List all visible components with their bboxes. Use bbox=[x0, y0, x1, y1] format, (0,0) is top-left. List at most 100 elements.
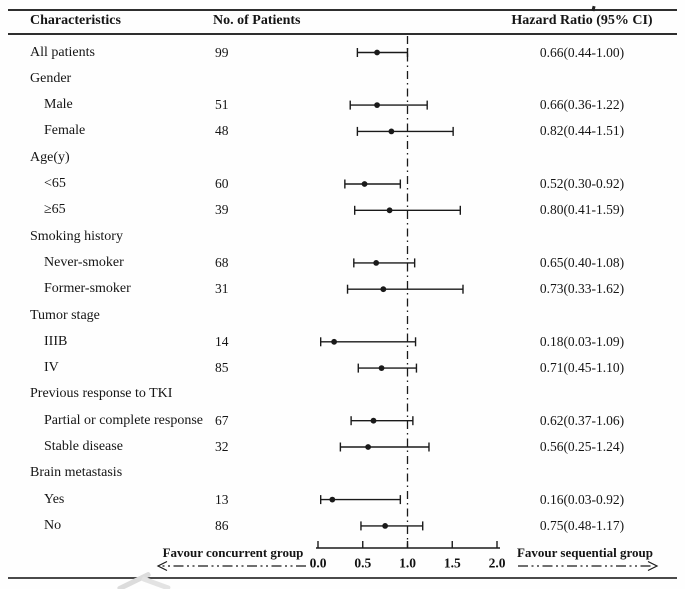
row-label: Previous response to TKI bbox=[30, 386, 173, 402]
table-row: IV 85 0.71(0.45-1.10) bbox=[0, 355, 685, 381]
row-patient-count: 14 bbox=[215, 333, 229, 349]
table-row: Female 48 0.82(0.44-1.51) bbox=[0, 118, 685, 144]
errorbar bbox=[319, 495, 402, 505]
errorbar bbox=[353, 258, 416, 268]
column-header-patients: No. of Patients bbox=[213, 13, 301, 28]
table-row: <65 60 0.52(0.30-0.92) bbox=[0, 171, 685, 197]
row-label: All patients bbox=[30, 44, 95, 60]
group-header-row: Smoking history bbox=[0, 224, 685, 250]
group-header-row: Brain metastasis bbox=[0, 460, 685, 486]
row-patient-count: 60 bbox=[215, 176, 229, 191]
row-label: ≥65 bbox=[44, 202, 66, 218]
point-estimate-marker bbox=[370, 417, 377, 424]
errorbar bbox=[319, 337, 417, 347]
errorbar bbox=[349, 100, 428, 110]
errorbar bbox=[356, 126, 454, 136]
group-header-row: Previous response to TKI bbox=[0, 381, 685, 407]
bottom-rule bbox=[8, 577, 677, 579]
row-patient-count: 31 bbox=[215, 281, 229, 297]
point-estimate-marker bbox=[331, 338, 338, 345]
column-header-hazard-ratio: Hazard Ratio (95% CI) bbox=[511, 13, 653, 28]
table-row: Yes 13 0.16(0.03-0.92) bbox=[0, 487, 685, 513]
group-header-row: Gender bbox=[0, 66, 685, 92]
favour-left-label: Favour concurrent group bbox=[162, 545, 304, 560]
errorbar bbox=[357, 363, 418, 373]
row-label: Former-smoker bbox=[44, 281, 131, 297]
table-row: Male 51 0.66(0.36-1.22) bbox=[0, 92, 685, 118]
row-label: Partial or complete response bbox=[44, 412, 204, 428]
point-estimate-marker bbox=[329, 496, 336, 503]
row-label: No bbox=[44, 517, 62, 533]
row-hazard-ratio-text: 0.73(0.33-1.62) bbox=[539, 281, 625, 297]
x-axis-tick-label: 1.0 bbox=[399, 556, 416, 571]
errorbar bbox=[360, 521, 424, 531]
x-axis-tick-label: 0.5 bbox=[354, 556, 371, 571]
group-header-row: Tumor stage bbox=[0, 303, 685, 329]
point-estimate-marker bbox=[382, 523, 389, 529]
row-patient-count: 48 bbox=[215, 123, 229, 139]
row-patient-count: 13 bbox=[215, 491, 229, 507]
row-hazard-ratio-text: 0.52(0.30-0.92) bbox=[539, 176, 625, 191]
group-header-row: Age(y) bbox=[0, 145, 685, 171]
errorbar bbox=[356, 48, 409, 57]
row-label: Tumor stage bbox=[30, 307, 100, 323]
point-estimate-marker bbox=[380, 286, 387, 293]
point-estimate-marker bbox=[378, 365, 385, 371]
row-patient-count: 67 bbox=[215, 412, 229, 428]
row-label: IIIB bbox=[44, 333, 68, 349]
row-patient-count: 39 bbox=[215, 202, 229, 218]
table-row: IIIB 14 0.18(0.03-1.09) bbox=[0, 329, 685, 355]
row-hazard-ratio-text: 0.66(0.44-1.00) bbox=[539, 44, 625, 60]
x-axis-tick-label: 0.0 bbox=[310, 556, 327, 571]
point-estimate-marker bbox=[373, 260, 380, 266]
point-estimate-marker bbox=[361, 181, 368, 187]
row-label: Gender bbox=[30, 70, 72, 86]
row-hazard-ratio-text: 0.16(0.03-0.92) bbox=[539, 491, 625, 507]
row-hazard-ratio-text: 0.56(0.25-1.24) bbox=[539, 439, 625, 454]
row-hazard-ratio-text: 0.62(0.37-1.06) bbox=[539, 412, 625, 428]
x-axis-tick-label: 2.0 bbox=[489, 556, 506, 571]
point-estimate-marker bbox=[374, 49, 380, 56]
top-rule bbox=[8, 9, 677, 11]
row-patient-count: 86 bbox=[215, 517, 229, 533]
favour-left-arrowhead bbox=[156, 560, 168, 572]
row-patient-count: 68 bbox=[215, 254, 229, 270]
row-hazard-ratio-text: 0.82(0.44-1.51) bbox=[539, 123, 625, 139]
row-label: Age(y) bbox=[30, 149, 70, 165]
x-axis-tick-label: 1.5 bbox=[444, 556, 461, 571]
table-row: Stable disease 32 0.56(0.25-1.24) bbox=[0, 434, 685, 460]
errorbar bbox=[346, 284, 464, 294]
point-estimate-marker bbox=[365, 444, 372, 450]
point-estimate-marker bbox=[388, 128, 395, 135]
table-row: Partial or complete response 67 0.62(0.37-… bbox=[0, 408, 685, 434]
point-estimate-marker bbox=[374, 102, 380, 108]
row-label: IV bbox=[44, 360, 59, 376]
row-hazard-ratio-text: 0.80(0.41-1.59) bbox=[539, 202, 625, 218]
row-label: Smoking history bbox=[30, 228, 123, 244]
row-label: Brain metastasis bbox=[30, 465, 123, 481]
row-patient-count: 51 bbox=[215, 97, 229, 113]
errorbar bbox=[339, 442, 430, 452]
errorbar bbox=[350, 416, 414, 426]
table-row: ≥65 39 0.80(0.41-1.59) bbox=[0, 197, 685, 223]
favour-right-arrowhead bbox=[647, 560, 659, 572]
header-rule bbox=[8, 33, 677, 35]
row-label: Male bbox=[44, 97, 73, 113]
table-row: No 86 0.75(0.48-1.17) bbox=[0, 513, 685, 539]
row-label: Female bbox=[44, 123, 86, 139]
favour-right-label: Favour sequential group bbox=[516, 545, 654, 560]
row-hazard-ratio-text: 0.65(0.40-1.08) bbox=[539, 254, 625, 270]
row-label: Never-smoker bbox=[44, 254, 124, 270]
errorbar bbox=[353, 205, 462, 215]
table-row: All patients 99 0.66(0.44-1.00) bbox=[0, 40, 685, 66]
errorbar bbox=[344, 179, 402, 189]
row-patient-count: 32 bbox=[215, 439, 229, 454]
row-label: Stable disease bbox=[44, 439, 123, 454]
point-estimate-marker bbox=[386, 207, 393, 214]
row-hazard-ratio-text: 0.66(0.36-1.22) bbox=[539, 97, 625, 113]
row-label: <65 bbox=[44, 176, 66, 191]
row-patient-count: 99 bbox=[215, 44, 229, 60]
